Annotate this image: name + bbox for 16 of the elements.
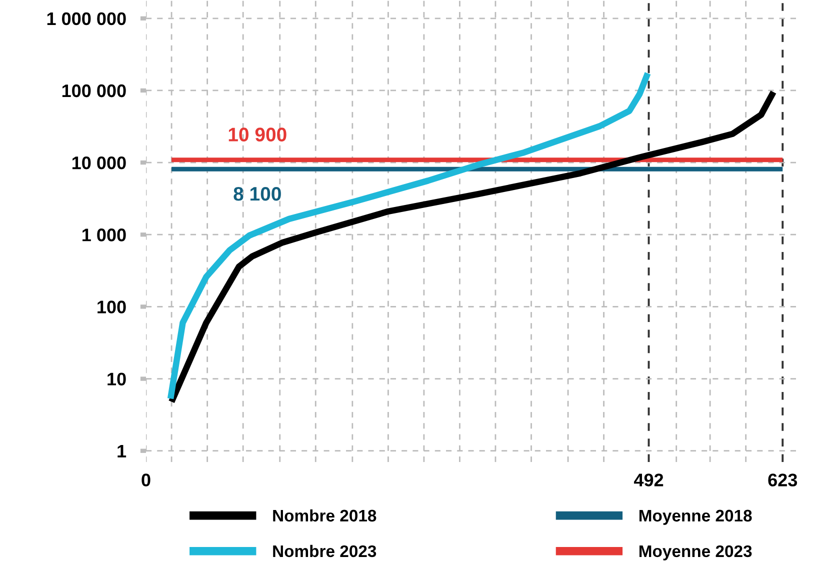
annotation: 8 100 <box>234 186 281 201</box>
legend-label: Nombre 2023 <box>273 544 376 558</box>
legend-label: Moyenne 2023 <box>639 545 752 560</box>
y-tick-label: 1 000 000 <box>47 12 126 26</box>
x-tick-label: 0 <box>142 474 150 486</box>
y-tick-label: 10 <box>108 372 126 386</box>
x-tick-label: 492 <box>634 474 664 486</box>
x-tick-label: 623 <box>768 474 798 486</box>
legend-label: Nombre 2018 <box>273 509 376 522</box>
y-tick-label: 1 000 <box>82 228 126 242</box>
y-tick-label: 10 000 <box>72 156 126 170</box>
y-tick-label: 100 <box>98 300 126 314</box>
y-tick-label: 100 000 <box>62 84 126 98</box>
legend-label: Moyenne 2018 <box>639 510 752 525</box>
y-tick-label: 1 <box>118 444 126 458</box>
annotation: 10 900 <box>228 128 286 142</box>
